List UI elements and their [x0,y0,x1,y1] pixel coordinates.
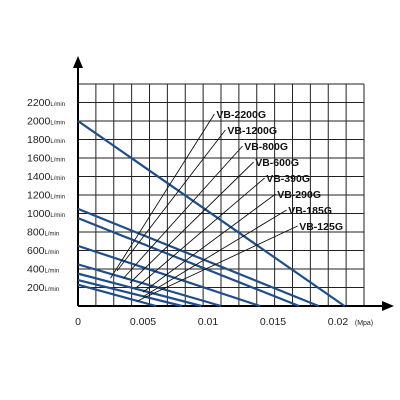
series-line-vb-2200g [77,120,346,307]
y-tick-value: 400 [27,264,45,276]
x-axis-ticks: 0 0.005 0.01 0.015 0.02 (Mpa) [75,316,373,328]
pointer-line-vb-185g [142,209,287,298]
y-tick-label: 2200L/min [27,97,65,109]
series-label-vb-600g: VB-600G [255,157,299,169]
series-label-vb-1200g: VB-1200G [227,125,277,137]
y-tick-value: 600 [27,245,45,257]
curve-labels: VB-2200G VB-1200G VB-800G VB-600G VB-390G VB-… [216,109,343,233]
series-label-vb-185g: VB-185G [288,205,332,217]
series-label-vb-390g: VB-390G [266,173,310,185]
pointer-line-vb-800g [123,145,243,279]
y-tick-value: 1000 [27,208,51,220]
y-tick-unit: L/min [50,102,65,108]
y-tick-label: 400L/min [27,264,59,276]
series-line-vb-600g [77,244,261,308]
series-label-vb-2200g: VB-2200G [216,109,266,121]
y-tick-value: 800 [27,227,45,239]
pointer-line-vb-600g [129,161,254,284]
series-line-vb-800g [77,217,300,308]
series-label-vb-125g: VB-125G [299,221,343,233]
y-tick-unit: L/min [50,158,65,164]
y-axis-ticks: 200L/min400L/min600L/min800L/min1000L/mi… [27,97,65,294]
y-axis-arrow [73,56,83,68]
y-tick-unit: L/min [50,139,65,145]
y-tick-unit: L/min [45,287,60,293]
y-tick-unit: L/min [50,121,65,127]
y-tick-value: 1200 [27,190,51,202]
y-tick-unit: L/min [50,195,65,201]
x-axis-unit-label: (Mpa) [355,320,373,327]
x-tick-label: 0.02 [328,316,349,328]
y-tick-value: 1800 [27,134,51,146]
y-tick-label: 1600L/min [27,153,65,165]
x-tick-label: 0 [75,316,81,328]
y-tick-unit: L/min [50,176,65,182]
y-tick-label: 1000L/min [27,208,65,220]
y-tick-value: 2000 [27,116,51,128]
y-tick-value: 1400 [27,171,51,183]
pointer-line-vb-390g [136,177,265,288]
y-tick-unit: L/min [45,232,60,238]
x-tick-label: 0.005 [130,316,156,328]
y-tick-value: 1600 [27,153,51,165]
y-tick-value: 200 [27,282,45,294]
x-tick-label: 0.01 [198,316,219,328]
x-tick-label: 0.015 [260,316,286,328]
y-tick-label: 200L/min [27,282,59,294]
y-tick-unit: L/min [45,269,60,275]
series-line-vb-185g [77,279,183,308]
y-tick-value: 2200 [27,97,51,109]
series-line-vb-390g [77,263,222,308]
y-tick-label: 1800L/min [27,134,65,146]
pointer-line-vb-290g [142,193,276,293]
y-tick-unit: L/min [45,250,60,256]
pointer-line-vb-125g [136,225,298,302]
y-tick-label: 600L/min [27,245,59,257]
y-tick-label: 1200L/min [27,190,65,202]
y-tick-label: 1400L/min [27,171,65,183]
y-tick-unit: L/min [50,213,65,219]
series-line-vb-1200g [77,207,319,308]
y-tick-label: 800L/min [27,227,59,239]
series-label-vb-800g: VB-800G [244,141,288,153]
series-line-vb-125g [77,283,157,308]
series-label-vb-290g: VB-290G [277,189,321,201]
pointer-line-vb-2200g [110,113,215,279]
curve-label-pointers [110,113,298,302]
series-line-vb-290g [77,272,202,308]
y-tick-label: 2000L/min [27,116,65,128]
pointer-line-vb-1200g [116,129,226,272]
curve-series [77,120,346,308]
x-axis-arrow [382,301,394,311]
